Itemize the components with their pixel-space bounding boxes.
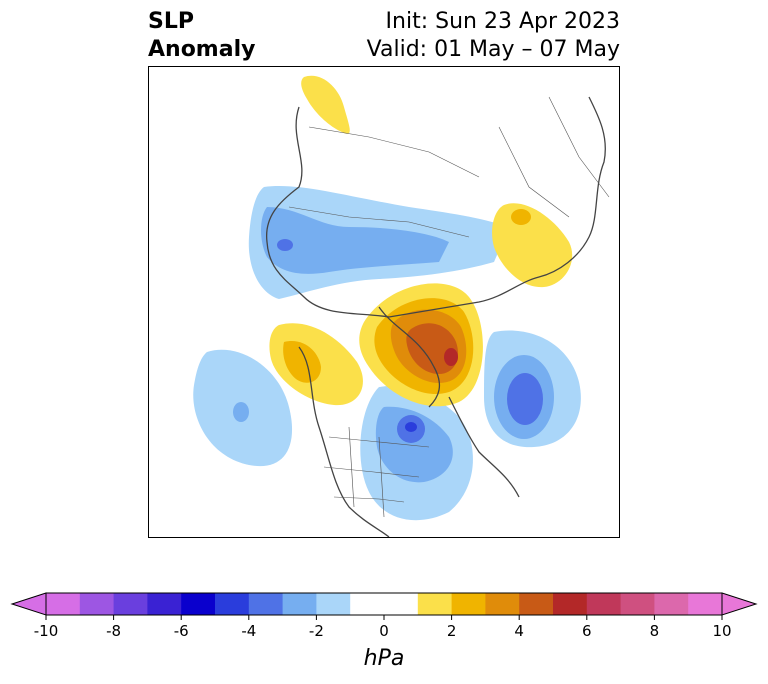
- north-atlantic-low: [484, 330, 581, 448]
- north-pacific-low: [193, 349, 293, 467]
- colorbar-segment: [417, 593, 453, 615]
- colorbar-segments: [10, 592, 758, 616]
- colorbar-segment: [688, 593, 723, 615]
- title-line-2: Anomaly: [148, 37, 256, 62]
- colorbar-tick-label: -10: [34, 622, 59, 640]
- colorbar-tick-label: 10: [712, 622, 731, 640]
- colorbar-segment: [316, 593, 351, 615]
- eastern-canada-low: [360, 386, 473, 521]
- coastlines: [265, 96, 606, 537]
- colorbar-segment: [79, 593, 115, 615]
- colorbar-tick-label: -4: [241, 622, 256, 640]
- colorbar-unit-label: hPa: [363, 646, 405, 671]
- colorbar-segment: [46, 593, 81, 615]
- init-date: Init: Sun 23 Apr 2023: [385, 9, 620, 34]
- colorbar-segment: [586, 593, 622, 615]
- colorbar-segment: [113, 593, 148, 615]
- colorbar-tick-label: 0: [379, 622, 389, 640]
- colorbar: -10 -8 -6 -4 -2 0 2 4 6 8 10: [10, 592, 758, 640]
- greenland-high: [359, 283, 483, 407]
- siberia-low: [248, 186, 509, 299]
- colorbar-segment: [485, 593, 520, 615]
- colorbar-ticks: -10 -8 -6 -4 -2 0 2 4 6 8 10: [34, 615, 732, 640]
- colorbar-tick-label: -8: [106, 622, 121, 640]
- colorbar-segment: [553, 593, 588, 615]
- valid-range: Valid: 01 May – 07 May: [366, 37, 620, 62]
- map-subtitle: Init: Sun 23 Apr 2023 Valid: 01 May – 07…: [367, 8, 620, 64]
- colorbar-tick-label: -2: [309, 622, 324, 640]
- colorbar-segment: [654, 593, 689, 615]
- colorbar-segment: [248, 593, 284, 615]
- map-title: SLP Anomaly: [148, 8, 255, 64]
- colorbar-segment: [451, 593, 486, 615]
- alaska-high: [269, 323, 363, 406]
- colorbar-segment: [350, 593, 419, 615]
- scandinavia-high: [301, 75, 350, 134]
- colorbar-tick-label: 4: [514, 622, 524, 640]
- colorbar-segment: [282, 593, 317, 615]
- country-borders: [288, 96, 610, 518]
- colorbar-max-arrow: [721, 592, 758, 616]
- colorbar-tick-label: 6: [582, 622, 592, 640]
- colorbar-segment: [620, 593, 655, 615]
- colorbar-segment: [215, 593, 250, 615]
- europe-high: [492, 203, 573, 288]
- colorbar-segment: [519, 593, 554, 615]
- colorbar-tick-label: 2: [447, 622, 457, 640]
- colorbar-tick-label: 8: [650, 622, 660, 640]
- colorbar-tick-label: -6: [174, 622, 189, 640]
- colorbar-segment: [181, 593, 216, 615]
- colorbar-segment: [147, 593, 182, 615]
- slp-anomaly-map: [193, 75, 610, 537]
- map-panel: [148, 66, 620, 538]
- colorbar-min-arrow: [10, 592, 47, 616]
- title-line-1: SLP: [148, 9, 194, 34]
